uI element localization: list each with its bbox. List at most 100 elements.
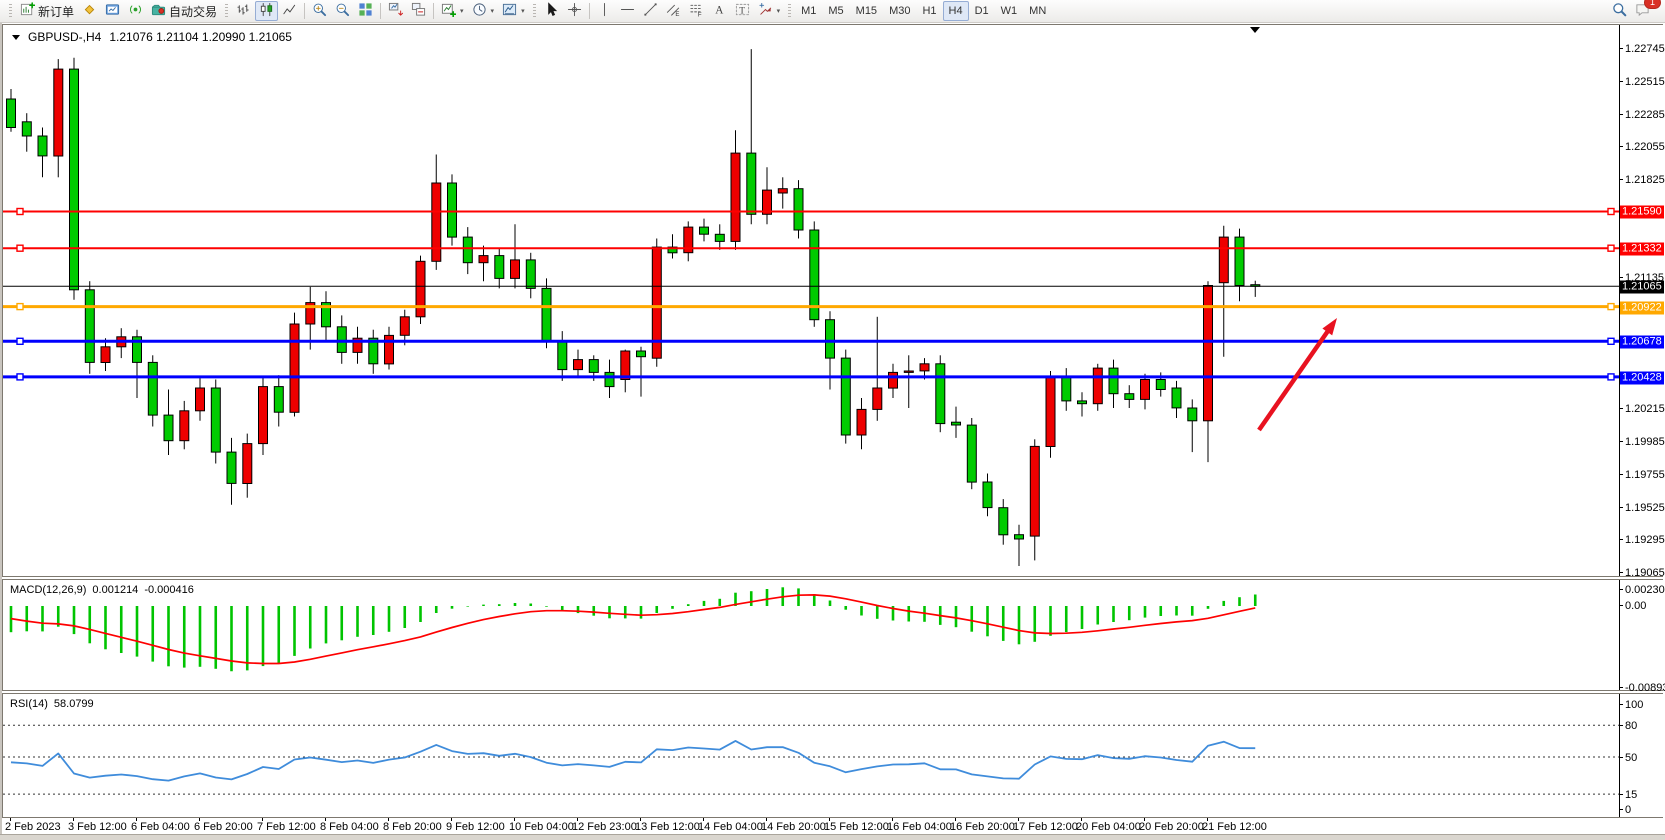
candle-body bbox=[399, 316, 410, 336]
new-order-icon bbox=[20, 2, 36, 20]
resistance-line-1-handle[interactable] bbox=[1607, 207, 1615, 216]
candle-body bbox=[588, 359, 599, 373]
candle-body bbox=[1155, 379, 1166, 390]
timeframe-button-m30[interactable]: M30 bbox=[883, 1, 916, 21]
macd-axis[interactable]: 0.002308 0.00 -0.008939 bbox=[1619, 580, 1665, 694]
data-window-button[interactable] bbox=[101, 1, 124, 21]
cursor-button[interactable] bbox=[540, 1, 563, 21]
axis-tick-label: 1.22285 bbox=[1625, 108, 1665, 121]
new-order-button[interactable]: 新订单 bbox=[16, 1, 78, 21]
toolbar-grip[interactable] bbox=[9, 4, 12, 18]
zoom-in-button[interactable] bbox=[308, 1, 331, 21]
cascade-button[interactable] bbox=[407, 1, 430, 21]
rsi-axis[interactable]: 100 80 50 15 0 bbox=[1619, 694, 1663, 817]
timeframe-button-m5[interactable]: M5 bbox=[822, 1, 849, 21]
support-line-2-handle[interactable] bbox=[16, 373, 24, 381]
auto-trading-button[interactable]: 自动交易 bbox=[147, 1, 221, 21]
fibonacci-button[interactable]: F bbox=[685, 1, 708, 21]
time-label: 20 Feb 04:00 bbox=[1076, 821, 1141, 833]
channel-button[interactable]: E bbox=[662, 1, 685, 21]
period-button[interactable]: ▾ bbox=[468, 1, 499, 21]
horizontal-line-button[interactable] bbox=[616, 1, 639, 21]
line-chart-button[interactable] bbox=[278, 1, 301, 21]
timeframe-button-h1[interactable]: H1 bbox=[916, 1, 942, 21]
window-icon bbox=[105, 2, 120, 20]
candle-body bbox=[1014, 534, 1024, 540]
timeframe-button-w1[interactable]: W1 bbox=[995, 1, 1024, 21]
time-label: 12 Feb 23:00 bbox=[572, 821, 637, 833]
signals-button[interactable] bbox=[124, 1, 147, 21]
candle-body bbox=[179, 410, 190, 442]
resistance-line-2-handle[interactable] bbox=[1607, 244, 1615, 252]
annotation-arrow-head[interactable] bbox=[1322, 318, 1337, 336]
timeframe-label: MN bbox=[1029, 5, 1047, 17]
tile-windows-button[interactable] bbox=[354, 1, 377, 21]
auto-arrange-button[interactable] bbox=[384, 1, 407, 21]
timeframe-button-m1[interactable]: M1 bbox=[795, 1, 822, 21]
new-chart-button[interactable]: ▾ bbox=[437, 1, 468, 21]
text-label-button[interactable]: T bbox=[731, 1, 754, 21]
text-icon: A bbox=[712, 2, 727, 20]
price-axis[interactable]: 1.22745 1.22515 1.22285 1.22055 1.21825 1.211… bbox=[1619, 25, 1665, 579]
trendline-button[interactable] bbox=[639, 1, 662, 21]
axis-tick-label: 1.19065 bbox=[1625, 566, 1665, 579]
candle-body bbox=[714, 233, 725, 242]
candle-body bbox=[289, 323, 300, 413]
annotation-arrow[interactable] bbox=[1257, 325, 1333, 432]
axis-tickmark bbox=[1620, 441, 1623, 442]
vertical-line-button[interactable] bbox=[593, 1, 616, 21]
timeframe-label: W1 bbox=[1000, 5, 1018, 17]
support-line-2-handle[interactable] bbox=[1607, 373, 1615, 381]
timeframe-button-mn[interactable]: MN bbox=[1023, 1, 1052, 21]
price-chart-plot[interactable] bbox=[3, 25, 1619, 576]
crosshair-button[interactable] bbox=[563, 1, 586, 21]
candle-body bbox=[415, 260, 426, 318]
collapse-triangle-icon[interactable] bbox=[12, 34, 20, 40]
window-left-edge bbox=[0, 23, 2, 840]
zoom-out-button[interactable] bbox=[331, 1, 354, 21]
candle-body bbox=[494, 255, 505, 279]
time-label: 6 Feb 20:00 bbox=[194, 821, 253, 833]
status-strip bbox=[0, 834, 1665, 840]
timeframe-button-h4[interactable]: H4 bbox=[942, 1, 969, 21]
bar-chart-button[interactable] bbox=[232, 1, 255, 21]
vline-icon bbox=[597, 2, 612, 20]
time-label: 8 Feb 04:00 bbox=[320, 821, 379, 833]
candle-body bbox=[1045, 376, 1056, 448]
time-label: 6 Feb 04:00 bbox=[131, 821, 190, 833]
toolbar-grip[interactable] bbox=[788, 4, 792, 18]
rsi-plot bbox=[3, 724, 1619, 795]
candle-body bbox=[305, 302, 316, 325]
toolbar-grip[interactable] bbox=[532, 4, 536, 18]
pivot-line-handle[interactable] bbox=[1607, 302, 1615, 311]
pivot-line-handle[interactable] bbox=[16, 302, 24, 311]
axis-tick-label: 100 bbox=[1625, 698, 1644, 711]
arrows-button[interactable]: ▾ bbox=[754, 1, 785, 21]
toolbar-grip[interactable] bbox=[225, 4, 229, 18]
market-watch-button[interactable] bbox=[78, 1, 101, 21]
candle-body bbox=[226, 451, 237, 484]
chart-title: GBPUSD-,H4 1.21076 1.21104 1.20990 1.210… bbox=[12, 30, 292, 44]
time-axis[interactable]: 2 Feb 2023 3 Feb 12:00 6 Feb 04:00 6 Feb 20… bbox=[2, 818, 1663, 835]
support-line-1-handle[interactable] bbox=[1607, 337, 1615, 345]
macd-label: MACD(12,26,9) 0.001214 -0.000416 bbox=[10, 584, 194, 596]
candle-body bbox=[793, 188, 804, 231]
support-line-1-handle[interactable] bbox=[16, 337, 24, 345]
timeframe-button-d1[interactable]: D1 bbox=[969, 1, 995, 21]
axis-tickmark bbox=[1620, 539, 1623, 540]
candle-chart-button[interactable] bbox=[255, 1, 279, 21]
search-button[interactable] bbox=[1608, 1, 1631, 21]
chevron-down-icon: ▾ bbox=[776, 8, 781, 15]
candle-body bbox=[210, 387, 221, 453]
templates-button[interactable]: ▾ bbox=[498, 1, 529, 21]
timeframe-button-m15[interactable]: M15 bbox=[850, 1, 883, 21]
text-button[interactable]: A bbox=[708, 1, 731, 21]
timeframe-label: M15 bbox=[855, 5, 878, 17]
notifications-button[interactable]: 1 bbox=[1631, 0, 1661, 21]
candle-body bbox=[636, 350, 646, 358]
chevron-down-icon: ▾ bbox=[490, 8, 495, 15]
axis-tick-label: 0.00 bbox=[1625, 599, 1647, 612]
resistance-line-1-handle[interactable] bbox=[16, 207, 24, 216]
resistance-line-2-handle[interactable] bbox=[16, 244, 24, 252]
arrows-icon bbox=[758, 2, 773, 20]
